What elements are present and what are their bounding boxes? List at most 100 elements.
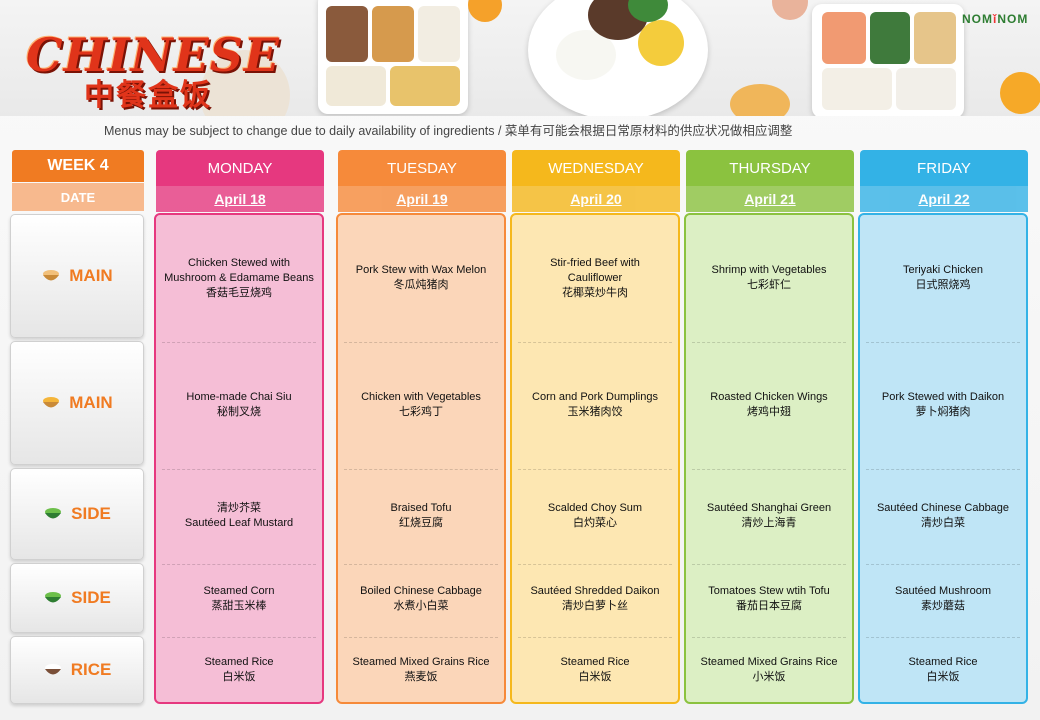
dish-line: Steamed Rice	[908, 656, 978, 668]
dish-0-4: Steamed Rice 白米饭	[156, 655, 322, 685]
row-label-text: RICE	[70, 660, 112, 679]
lemon-icon	[468, 0, 502, 22]
dish-line: Steamed Mixed Grains Rice	[352, 656, 490, 668]
day-column-0: Chicken Stewed with Mushroom & Edamame Be…	[154, 213, 324, 704]
row-separator	[692, 637, 846, 638]
dish-line: 白灼菜心	[573, 517, 617, 529]
dish-line: 烤鸡中翅	[747, 406, 791, 418]
dish-line: 素炒蘑菇	[921, 600, 965, 612]
dish-0-3: Steamed Corn 蒸甜玉米棒	[156, 584, 322, 614]
rice-bowl-icon	[43, 662, 63, 678]
dish-line: Steamed Corn	[203, 585, 275, 597]
day-date-3: April 21	[686, 186, 854, 212]
day-column-4: Teriyaki Chicken 日式照烧鸡 Pork Stewed with Da…	[858, 213, 1028, 704]
day-column-2: Stir-fried Beef with Cauliflower 花椰菜炒牛肉 Cor…	[510, 213, 680, 704]
dish-line: 七彩鸡丁	[399, 406, 443, 418]
dish-3-2: Sautéed Shanghai Green 清炒上海青	[686, 501, 852, 531]
dish-4-3: Sautéed Mushroom 素炒蘑菇	[860, 584, 1026, 614]
orange-slice-icon	[1000, 72, 1040, 114]
dish-line: Steamed Mixed Grains Rice	[700, 656, 838, 668]
dish-1-2: Braised Tofu 红烧豆腐	[338, 501, 504, 531]
dish-1-4: Steamed Mixed Grains Rice 燕麦饭	[338, 655, 504, 685]
row-label-1: MAIN	[10, 341, 144, 465]
dish-line: 七彩虾仁	[747, 279, 791, 291]
soup-bowl-icon	[730, 84, 790, 116]
dish-line: 玉米猪肉饺	[567, 406, 623, 418]
dish-line: Sautéed Leaf Mustard	[184, 517, 294, 529]
row-separator	[692, 469, 846, 470]
dish-line: 蒸甜玉米棒	[211, 600, 267, 612]
fries-bowl-icon	[41, 395, 61, 411]
row-label-4: RICE	[10, 636, 144, 704]
day-date-0: April 18	[156, 186, 324, 212]
dish-3-4: Steamed Mixed Grains Rice 小米饭	[686, 655, 852, 685]
brand-right: NOM	[997, 12, 1029, 26]
dish-2-2: Scalded Choy Sum 白灼菜心	[512, 501, 678, 531]
dish-1-0: Pork Stew with Wax Melon 冬瓜炖猪肉	[338, 263, 504, 293]
row-label-text: SIDE	[71, 588, 111, 607]
dish-line: Teriyaki Chicken	[902, 264, 984, 276]
dish-line: Corn and Pork Dumplings	[532, 391, 658, 403]
row-label-text: MAIN	[69, 266, 113, 285]
dish-line: 清炒白菜	[921, 517, 965, 529]
row-separator	[162, 469, 316, 470]
dish-line: 红烧豆腐	[399, 517, 443, 529]
dish-line: 番茄日本豆腐	[736, 600, 802, 612]
dish-line: 白米饭	[222, 671, 256, 683]
dish-line: Stir-fried Beef with	[550, 256, 640, 269]
dish-line: Cauliflower	[567, 271, 623, 284]
dish-0-0: Chicken Stewed with Mushroom & Edamame Be…	[156, 256, 322, 301]
dish-line: Steamed Rice	[204, 656, 274, 668]
row-label-3: SIDE	[10, 563, 144, 633]
day-header-4: FRIDAY	[860, 150, 1028, 186]
row-separator	[866, 342, 1020, 343]
dish-2-0: Stir-fried Beef with Cauliflower 花椰菜炒牛肉	[512, 256, 678, 301]
row-separator	[518, 564, 672, 565]
apple-icon	[772, 0, 808, 20]
dish-line: Home-made Chai Siu	[186, 391, 292, 403]
day-date-2: April 20	[512, 186, 680, 212]
row-separator	[518, 342, 672, 343]
dish-line: 清炒上海青	[741, 517, 797, 529]
dish-line: 白米饭	[578, 671, 612, 683]
brand-left: NOM	[962, 12, 993, 26]
row-separator	[344, 564, 498, 565]
dish-line: 秘制叉烧	[217, 406, 261, 418]
dish-4-1: Pork Stewed with Daikon 萝卜焖猪肉	[860, 390, 1026, 420]
row-label-text: MAIN	[69, 393, 113, 412]
dish-4-2: Sautéed Chinese Cabbage 清炒白菜	[860, 501, 1026, 531]
logo-title: CHINESE	[26, 28, 280, 82]
row-label-0: MAIN	[10, 214, 144, 338]
dish-4-0: Teriyaki Chicken 日式照烧鸡	[860, 263, 1026, 293]
row-separator	[518, 637, 672, 638]
dish-line: Shrimp with Vegetables	[711, 264, 827, 276]
dish-line: Steamed Rice	[560, 656, 630, 668]
dish-line: Roasted Chicken Wings	[710, 391, 828, 403]
dish-1-3: Boiled Chinese Cabbage 水煮小白菜	[338, 584, 504, 614]
dish-line: 冬瓜炖猪肉	[393, 279, 449, 291]
dish-line: Chicken with Vegetables	[361, 391, 481, 403]
chinese-logo: CHINESE 中餐盒饭	[26, 28, 279, 112]
dish-line: Pork Stew with Wax Melon	[355, 264, 487, 276]
row-separator	[692, 342, 846, 343]
bowl-soup-icon	[200, 50, 290, 116]
dish-line: Sautéed Shredded Daikon	[530, 585, 660, 597]
dish-line: Mushroom & Edamame Beans	[164, 271, 314, 284]
day-date-4: April 22	[860, 186, 1028, 212]
row-separator	[162, 637, 316, 638]
dish-3-0: Shrimp with Vegetables 七彩虾仁	[686, 263, 852, 293]
dish-line: 清炒芥菜	[217, 502, 261, 514]
week-label: WEEK 4	[12, 150, 144, 182]
dish-line: 水煮小白菜	[393, 600, 449, 612]
dish-line: 萝卜焖猪肉	[915, 406, 971, 418]
food-banner	[0, 0, 1040, 116]
row-separator	[344, 469, 498, 470]
day-header-2: WEDNESDAY	[512, 150, 680, 186]
lunchbox-image-2	[812, 4, 964, 116]
dish-1-1: Chicken with Vegetables 七彩鸡丁	[338, 390, 504, 420]
row-separator	[866, 637, 1020, 638]
dish-line: Scalded Choy Sum	[547, 502, 643, 514]
dish-2-3: Sautéed Shredded Daikon 清炒白萝卜丝	[512, 584, 678, 614]
dish-3-1: Roasted Chicken Wings 烤鸡中翅	[686, 390, 852, 420]
